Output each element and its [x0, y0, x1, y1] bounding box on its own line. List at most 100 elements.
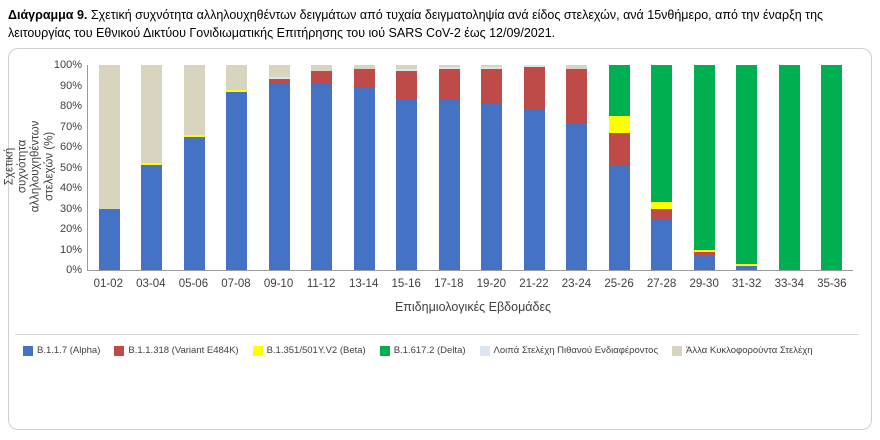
stacked-bar: [268, 65, 290, 270]
x-tick-label: 19-20: [476, 278, 507, 290]
bar-segment-e484k: [523, 67, 545, 111]
stacked-bar: [566, 65, 588, 270]
legend-swatch-other_interest: [479, 345, 490, 356]
y-tick-label: 70%: [59, 120, 82, 133]
bar-35-36: [811, 65, 854, 270]
stacked-bar: [311, 65, 333, 270]
bar-segment-alpha: [311, 83, 333, 270]
x-tick-label: 31-32: [732, 278, 762, 290]
bar-segment-alpha: [226, 91, 248, 270]
stacked-bar: [481, 65, 503, 270]
bar-11-12: [301, 65, 344, 270]
legend-label-delta: B.1.617.2 (Delta): [393, 345, 466, 356]
stacked-bar: [226, 65, 248, 270]
figure-caption-text: Σχετική συχνότητα αλληλουχηθέντων δειγμά…: [8, 8, 824, 40]
bar-segment-delta: [736, 65, 758, 264]
legend-item-other_circulating: Άλλα Κυκλοφορούντα Στελέχη: [672, 345, 813, 356]
bar-segment-alpha: [396, 99, 418, 270]
legend-item-other_interest: Λοιπά Στελέχη Πιθανού Ενδιαφέροντος: [479, 345, 659, 356]
stacked-bar: [396, 65, 418, 270]
legend-label-other_interest: Λοιπά Στελέχη Πιθανού Ενδιαφέροντος: [493, 345, 659, 356]
legend-swatch-delta: [379, 345, 390, 356]
bar-17-18: [428, 65, 471, 270]
legend-swatch-beta: [252, 345, 263, 356]
bar-27-28: [641, 65, 684, 270]
bar-segment-alpha: [98, 208, 120, 270]
x-tick-label: 03-04: [136, 278, 166, 290]
bar-segment-beta: [608, 116, 630, 133]
bar-15-16: [386, 65, 429, 270]
x-tick-label: 17-18: [434, 278, 464, 290]
stacked-bar: [438, 65, 460, 270]
bar-segment-delta: [778, 65, 800, 270]
legend-label-other_circulating: Άλλα Κυκλοφορούντα Στελέχη: [686, 345, 813, 356]
x-tick-label: 35-36: [817, 278, 847, 290]
bar-05-06: [173, 65, 216, 270]
bar-segment-other_interest: [438, 67, 460, 70]
legend-label-e484k: B.1.1.318 (Variant E484K): [128, 345, 239, 356]
x-tick-label: 29-30: [689, 278, 719, 290]
bar-33-34: [768, 65, 811, 270]
bar-25-26: [598, 65, 641, 270]
bar-segment-e484k: [608, 132, 630, 166]
figure-caption-prefix: Διάγραμμα 9.: [8, 8, 88, 22]
x-tick-label: 25-26: [604, 278, 634, 290]
bar-03-04: [131, 65, 174, 270]
y-axis: 100% 90% 80% 70% 60% 50% 40% 30% 20% 10% 0%: [45, 59, 87, 276]
bar-segment-e484k: [438, 69, 460, 100]
y-tick-label: 10%: [59, 243, 82, 256]
bar-segment-alpha: [438, 99, 460, 270]
bar-07-08: [216, 65, 259, 270]
bar-segment-alpha: [481, 103, 503, 270]
bar-segment-beta: [226, 89, 248, 92]
bar-segment-other_circulating: [98, 65, 120, 209]
bar-29-30: [683, 65, 726, 270]
bar-segment-other_interest: [523, 65, 545, 68]
bar-segment-delta: [821, 65, 843, 270]
legend-label-alpha: B.1.1.7 (Alpha): [37, 345, 101, 356]
bar-segment-alpha: [141, 165, 163, 270]
bar-segment-e484k: [566, 69, 588, 125]
y-tick-label: 0%: [66, 264, 82, 276]
bar-segment-delta: [693, 65, 715, 250]
bar-segment-other_circulating: [226, 65, 248, 90]
stacked-bar: [353, 65, 375, 270]
bar-segment-alpha: [651, 218, 673, 270]
y-tick-label: 60%: [59, 141, 82, 153]
stacked-bar: [693, 65, 715, 270]
bar-09-10: [258, 65, 301, 270]
figure-caption: Διάγραμμα 9. Σχετική συχνότητα αλληλουχη…: [0, 0, 880, 46]
bar-segment-other_circulating: [353, 65, 375, 70]
y-axis-title-wrap: Σχετική συχνότητα αλληλουχηθέντων στελεχ…: [4, 59, 56, 274]
x-tick-label: 07-08: [221, 278, 251, 290]
legend-item-alpha: B.1.1.7 (Alpha): [23, 345, 100, 356]
bar-segment-e484k: [693, 251, 715, 256]
x-labels: 01-02 03-04 05-06 07-08 09-10 11-12 13-14 15-16…: [87, 278, 853, 290]
bar-segment-alpha: [608, 165, 630, 270]
bar-segment-delta: [651, 65, 673, 203]
legend-item-beta: B.1.351/501Y.V2 (Beta): [252, 345, 366, 356]
bar-segment-beta: [693, 249, 715, 252]
bar-segment-alpha: [523, 110, 545, 270]
stacked-bar: [141, 65, 163, 270]
legend-item-delta: B.1.617.2 (Delta): [379, 345, 466, 356]
y-tick-label: 100%: [53, 59, 82, 71]
legend-swatch-e484k: [114, 345, 125, 356]
bar-segment-e484k: [481, 69, 503, 104]
x-tick-label: 01-02: [93, 278, 123, 290]
bar-segment-alpha: [693, 255, 715, 270]
legend-item-e484k: B.1.1.318 (Variant E484K): [114, 345, 239, 356]
bar-segment-e484k: [396, 71, 418, 100]
bar-segment-beta: [141, 163, 163, 166]
bar-segment-other_interest: [396, 69, 418, 72]
x-tick-label: 13-14: [348, 278, 379, 290]
bar-segment-alpha: [566, 124, 588, 270]
x-tick-label: 33-34: [774, 278, 804, 290]
bar-segment-e484k: [268, 79, 290, 84]
bar-segment-beta: [736, 263, 758, 266]
stacked-bar: [651, 65, 673, 270]
bar-31-32: [726, 65, 769, 270]
x-tick-label: 05-06: [178, 278, 209, 290]
bar-segment-alpha: [268, 83, 290, 270]
y-tick-label: 30%: [59, 202, 82, 215]
